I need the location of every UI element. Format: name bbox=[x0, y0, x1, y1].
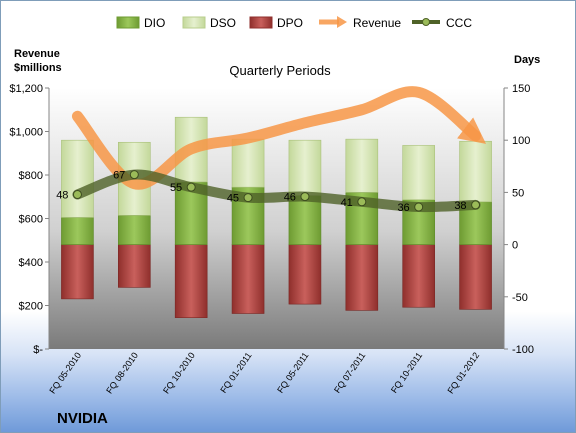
right-tick-label: 100 bbox=[512, 135, 530, 147]
ccc-data-label: 67 bbox=[113, 170, 125, 182]
ccc-marker bbox=[414, 202, 424, 212]
legend-dpo-label: DPO bbox=[277, 16, 303, 30]
left-tick-label: $- bbox=[33, 344, 43, 356]
bars bbox=[61, 116, 492, 318]
dio-bar bbox=[118, 215, 151, 245]
ccc-data-label: 38 bbox=[454, 200, 466, 212]
ccc-data-label: 46 bbox=[284, 192, 296, 204]
dso-bar bbox=[345, 138, 379, 193]
ccc-data-label: 55 bbox=[170, 182, 182, 194]
revenue-line bbox=[71, 86, 487, 190]
right-axis-title: Days bbox=[514, 54, 540, 66]
category-label: FQ 01-2011 bbox=[218, 350, 253, 395]
ccc-marker bbox=[72, 189, 82, 199]
revenue-series bbox=[71, 86, 487, 190]
dio-bar bbox=[61, 217, 94, 245]
ccc-series: 48 67 55 45 46 41 36 38 bbox=[56, 169, 481, 214]
left-tick-label: $1,200 bbox=[9, 83, 43, 95]
ccc-marker bbox=[471, 200, 481, 210]
dso-bar bbox=[459, 140, 492, 203]
legend-dio-label: DIO bbox=[144, 16, 165, 30]
left-axis-ticks: $1,200 $1,000 $800 $600 $400 $200 $- bbox=[9, 83, 49, 356]
category-label: FQ 05-2011 bbox=[275, 350, 310, 395]
category-label: FQ 10-2011 bbox=[389, 350, 424, 395]
dpo-bar bbox=[61, 244, 94, 300]
ccc-line bbox=[72, 169, 481, 213]
category-label: FQ 07-2011 bbox=[332, 350, 367, 395]
right-tick-label: 50 bbox=[512, 187, 524, 199]
right-axis-ticks: 150 100 50 0 -50 -100 bbox=[504, 83, 534, 356]
ccc-marker bbox=[357, 197, 367, 207]
dio-bar bbox=[288, 195, 322, 245]
ccc-data-label: 45 bbox=[227, 193, 239, 205]
dso-bar bbox=[231, 138, 265, 188]
legend-revenue-arrowhead bbox=[337, 16, 347, 28]
left-axis-title-line2: $millions bbox=[14, 62, 62, 74]
right-tick-label: 150 bbox=[512, 83, 530, 95]
legend: DIO DSO DPO Revenue CCC bbox=[116, 16, 472, 30]
ccc-marker bbox=[129, 170, 139, 180]
category-label: FQ 08-2010 bbox=[104, 350, 140, 395]
dpo-bar bbox=[459, 244, 492, 310]
left-axis-title-line1: Revenue bbox=[14, 48, 60, 60]
left-tick-label: $800 bbox=[19, 170, 43, 182]
right-tick-label: -100 bbox=[512, 344, 534, 356]
ccc-data-label: 36 bbox=[397, 202, 409, 214]
dpo-bar bbox=[174, 244, 208, 318]
dso-bar bbox=[402, 145, 435, 201]
dpo-bar bbox=[118, 244, 151, 288]
left-tick-label: $600 bbox=[19, 214, 43, 226]
left-tick-label: $1,000 bbox=[9, 127, 43, 139]
ccc-marker bbox=[300, 192, 310, 202]
legend-revenue-label: Revenue bbox=[353, 16, 401, 30]
ccc-data-label: 41 bbox=[341, 197, 353, 209]
legend-ccc-label: CCC bbox=[446, 16, 472, 30]
category-label: FQ 10-2010 bbox=[161, 350, 197, 395]
left-tick-label: $400 bbox=[19, 257, 43, 269]
chart-title: Quarterly Periods bbox=[229, 63, 331, 78]
dpo-bar bbox=[402, 244, 435, 308]
right-tick-label: 0 bbox=[512, 240, 518, 252]
left-tick-label: $200 bbox=[19, 301, 43, 313]
dpo-bar bbox=[288, 244, 322, 305]
ccc-data-label: 48 bbox=[56, 189, 68, 201]
legend-dio-swatch bbox=[116, 16, 140, 29]
right-tick-label: -50 bbox=[512, 292, 528, 304]
dso-bar bbox=[288, 139, 322, 196]
category-label: FQ 01-2012 bbox=[445, 350, 481, 395]
category-labels: FQ 05-2010 FQ 08-2010 FQ 10-2010 FQ 01-2011… bbox=[47, 350, 481, 395]
legend-dpo-swatch bbox=[249, 16, 273, 29]
category-label: FQ 05-2010 bbox=[47, 350, 83, 395]
dpo-bar bbox=[231, 244, 265, 314]
legend-dso-label: DSO bbox=[210, 16, 236, 30]
dpo-bar bbox=[345, 244, 379, 311]
legend-ccc-marker bbox=[422, 18, 430, 26]
dso-bar bbox=[61, 139, 94, 218]
ccc-marker bbox=[243, 193, 253, 203]
ccc-marker bbox=[186, 182, 196, 192]
legend-dso-swatch bbox=[182, 16, 206, 29]
company-name: NVIDIA bbox=[57, 410, 108, 427]
